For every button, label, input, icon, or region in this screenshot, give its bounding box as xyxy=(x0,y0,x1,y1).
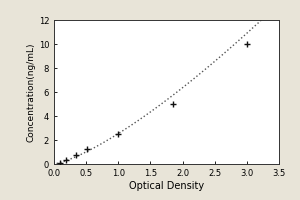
X-axis label: Optical Density: Optical Density xyxy=(129,181,204,191)
Y-axis label: Concentration(ng/mL): Concentration(ng/mL) xyxy=(27,42,36,142)
